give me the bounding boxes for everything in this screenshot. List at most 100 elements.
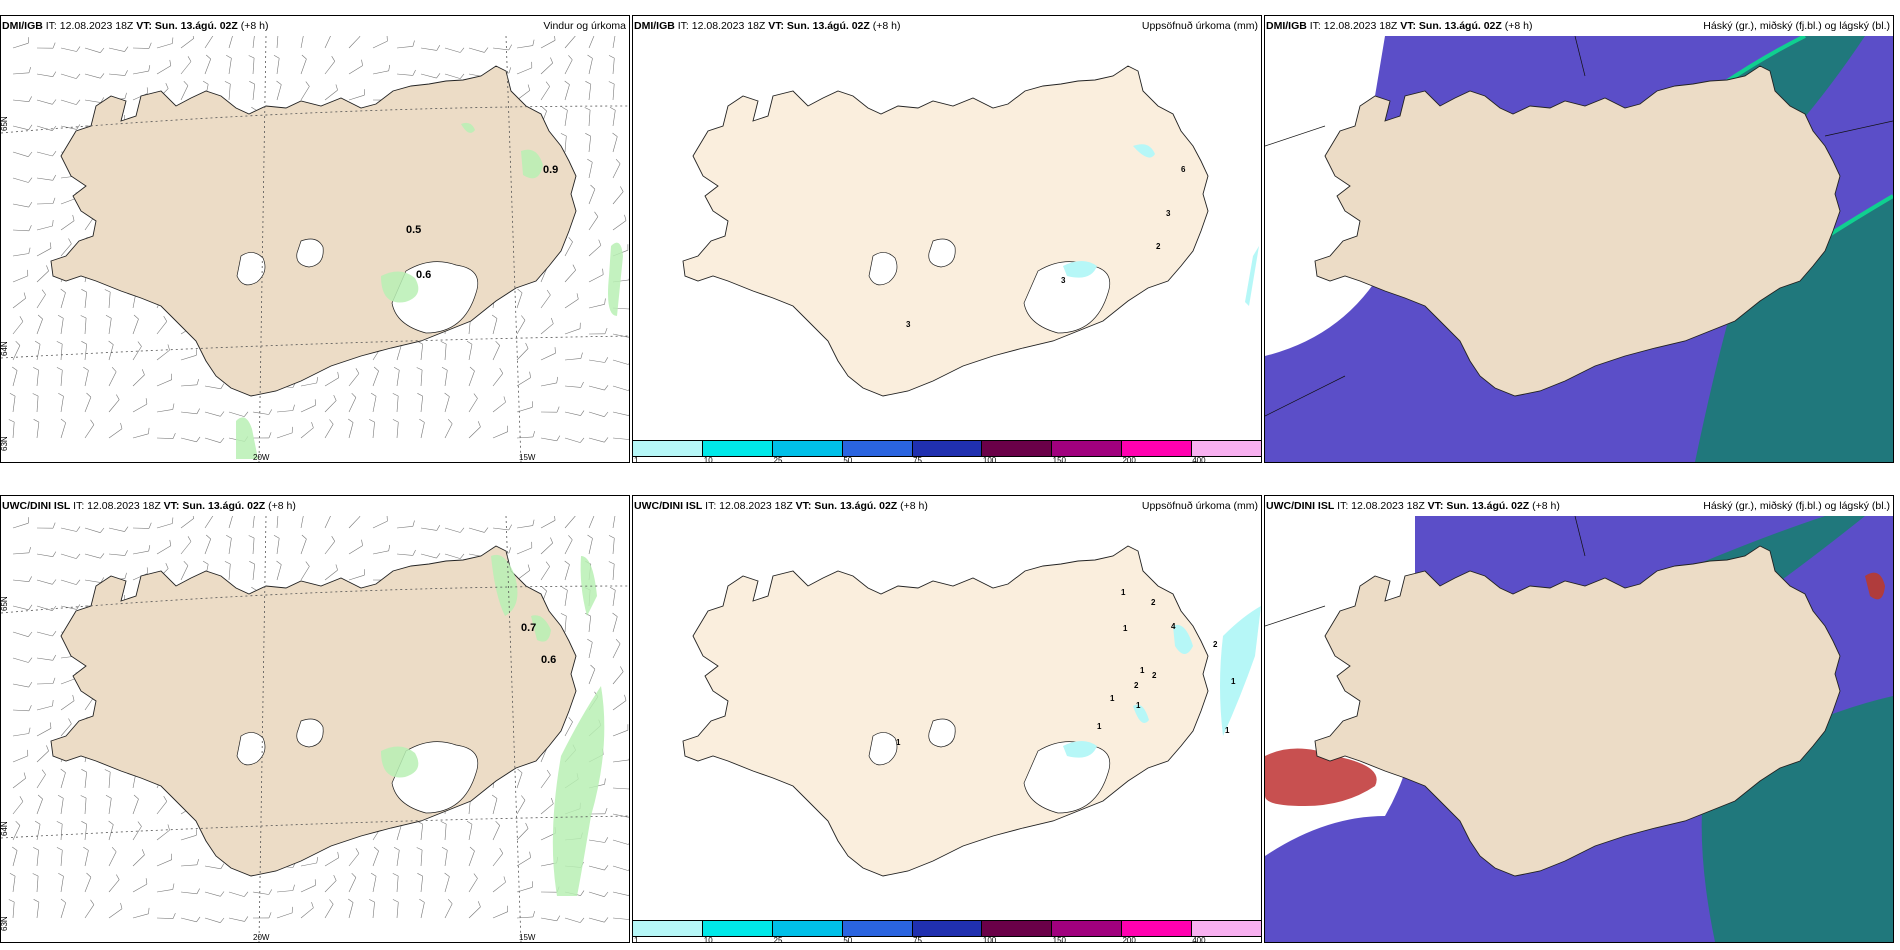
wind-barb <box>612 411 629 416</box>
wind-barb <box>444 73 461 79</box>
wind-map: 0.7 0.6 65N 64N 63N 20W 15W <box>1 516 629 942</box>
wind-barb-feather <box>248 55 255 59</box>
wind-barb <box>132 826 142 841</box>
wind-barb-feather <box>541 586 547 592</box>
wind-barb-feather <box>316 377 319 384</box>
wind-barb-feather <box>56 821 63 825</box>
precip-areas <box>236 122 623 459</box>
wind-barb <box>156 545 171 555</box>
wind-barb <box>108 851 117 867</box>
wind-barb <box>60 553 77 559</box>
wind-barb <box>36 395 39 413</box>
wind-barb <box>564 411 581 416</box>
wind-barb <box>12 825 21 841</box>
wind-barb <box>588 616 591 633</box>
wind-barb <box>396 344 402 361</box>
wind-barb <box>396 395 399 413</box>
wind-barb <box>156 859 172 867</box>
wind-barb <box>276 538 280 555</box>
colorbar <box>633 441 1261 457</box>
wind-barb <box>132 346 142 361</box>
wind-barb <box>492 318 498 335</box>
wind-barb <box>588 162 593 179</box>
wind-barb-feather <box>604 891 609 897</box>
wind-barb <box>300 516 304 529</box>
wind-barb <box>36 99 53 105</box>
lat-label: 64N <box>1 341 9 356</box>
wind-barb <box>468 344 473 361</box>
panel-title: Háský (gr.), miðský (fj.bl.) og lágský (… <box>1703 20 1890 32</box>
wind-barb-feather <box>337 371 339 378</box>
wind-barb <box>12 683 29 688</box>
wind-barb <box>12 203 29 208</box>
wind-barb <box>60 902 66 919</box>
wind-barb <box>516 377 531 387</box>
wind-barb-feather <box>32 873 39 877</box>
wind-barb <box>180 565 189 581</box>
wind-barb-feather <box>331 56 336 62</box>
wind-barb-feather <box>392 393 399 397</box>
wind-barb-feather <box>34 340 41 345</box>
wind-barb <box>516 800 526 815</box>
wind-barb <box>36 683 54 685</box>
wind-barb-feather <box>369 899 375 903</box>
wind-barb <box>444 423 453 439</box>
wind-barb-feather <box>15 820 21 826</box>
wind-barb <box>348 545 363 555</box>
wind-barb <box>228 83 231 101</box>
wind-barb-feather <box>412 520 415 527</box>
wind-barb-feather <box>60 768 66 773</box>
wind-barb <box>372 520 388 529</box>
wind-barb-feather <box>52 125 57 131</box>
wind-barb-feather <box>499 848 504 854</box>
wind-barb <box>300 86 310 101</box>
wind-barb-feather <box>165 82 169 89</box>
wind-barb-feather <box>412 549 416 556</box>
wind-barb-feather <box>373 366 379 372</box>
wind-barb-feather <box>28 576 32 582</box>
wind-barb-feather <box>447 419 453 424</box>
wind-barb-feather <box>529 371 531 378</box>
wind-barb <box>444 396 450 413</box>
wind-barb-feather <box>52 677 56 684</box>
wind-barb-feather <box>28 177 33 183</box>
wind-barb <box>132 550 149 555</box>
value-label: 4 <box>1171 622 1176 631</box>
wind-barb <box>252 411 269 415</box>
wind-barb <box>228 411 245 417</box>
wind-barb <box>12 275 28 283</box>
wind-barb-feather <box>141 369 145 376</box>
wind-barb <box>420 396 423 413</box>
wind-barb <box>204 865 221 870</box>
wind-barb-feather <box>196 436 201 442</box>
colorbar-tick: 1 <box>634 456 639 463</box>
wind-barb <box>276 432 293 439</box>
wind-barb <box>12 345 21 361</box>
wind-barb-feather <box>276 560 282 565</box>
wind-barb <box>84 344 87 361</box>
wind-barb <box>612 191 624 205</box>
wind-barb-feather <box>329 899 334 905</box>
wind-barb-feather <box>32 393 39 397</box>
wind-barb-feather <box>556 406 560 413</box>
wind-barb-feather <box>57 314 64 319</box>
panel-uwc-precip: UWC/DINI ISL IT: 12.08.2023 18Z VT: Sun.… <box>632 495 1262 943</box>
wind-barb <box>108 527 125 532</box>
wind-barb <box>108 771 111 789</box>
wind-barb-feather <box>473 873 478 879</box>
wind-barb <box>132 913 149 919</box>
wind-barb <box>12 151 29 157</box>
wind-barb <box>468 906 481 919</box>
wind-barb-feather <box>33 899 40 903</box>
wind-barb-feather <box>604 807 608 814</box>
wind-barb-feather <box>525 822 529 829</box>
wind-barb-feather <box>124 46 129 52</box>
colorbar-cell <box>1192 441 1261 457</box>
wind-barb <box>372 396 377 413</box>
wind-barb-feather <box>564 560 570 565</box>
wind-barb-feather <box>172 883 175 890</box>
wind-barb <box>12 522 29 529</box>
wind-barb <box>516 525 533 529</box>
wind-barb <box>564 590 568 607</box>
colorbar <box>633 921 1261 937</box>
